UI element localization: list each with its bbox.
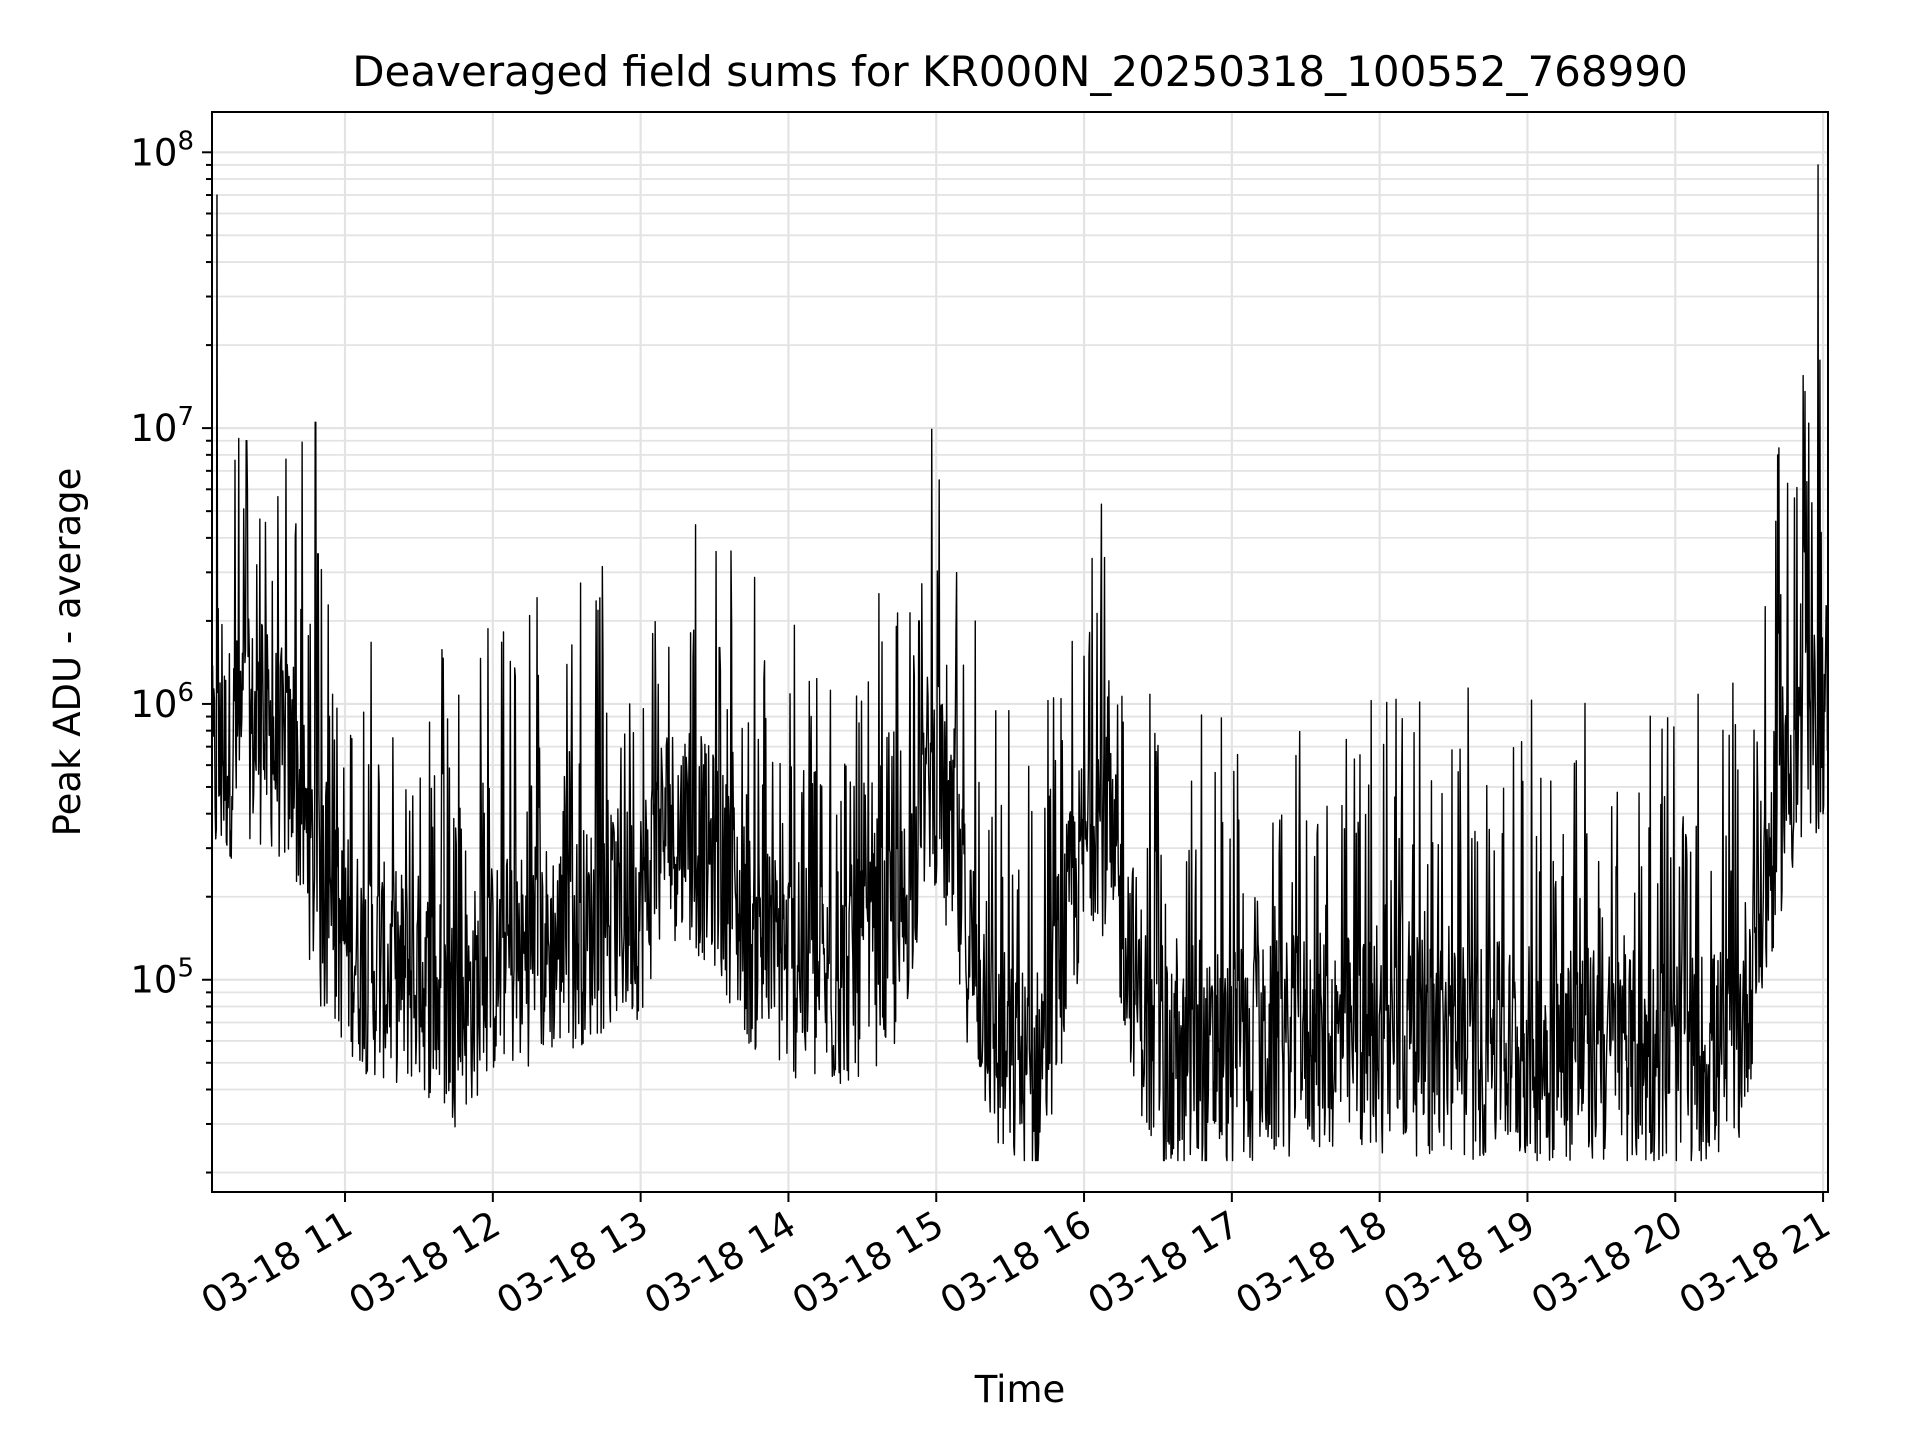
- y-tick-label: 105: [130, 954, 194, 1002]
- y-tick-label: 106: [130, 678, 194, 726]
- x-axis-label: Time: [974, 1368, 1066, 1411]
- series-peak-adu: [211, 164, 1829, 1162]
- y-tick-base: 10: [130, 131, 177, 174]
- y-tick-exponent: 5: [177, 954, 194, 984]
- y-tick-base: 10: [130, 683, 177, 726]
- series-line: [211, 164, 1829, 1162]
- y-tick-label: 108: [130, 126, 194, 174]
- y-tick-base: 10: [130, 407, 177, 450]
- y-tick-exponent: 8: [177, 126, 194, 156]
- chart-title: Deaveraged field sums for KR000N_2025031…: [352, 47, 1688, 96]
- y-tick-exponent: 6: [177, 678, 194, 708]
- y-tick-exponent: 7: [177, 402, 194, 432]
- plot-frame: [211, 111, 1829, 1193]
- y-tick-label: 107: [130, 402, 194, 450]
- y-axis-label: Peak ADU - average: [46, 468, 89, 837]
- y-tick-base: 10: [130, 959, 177, 1002]
